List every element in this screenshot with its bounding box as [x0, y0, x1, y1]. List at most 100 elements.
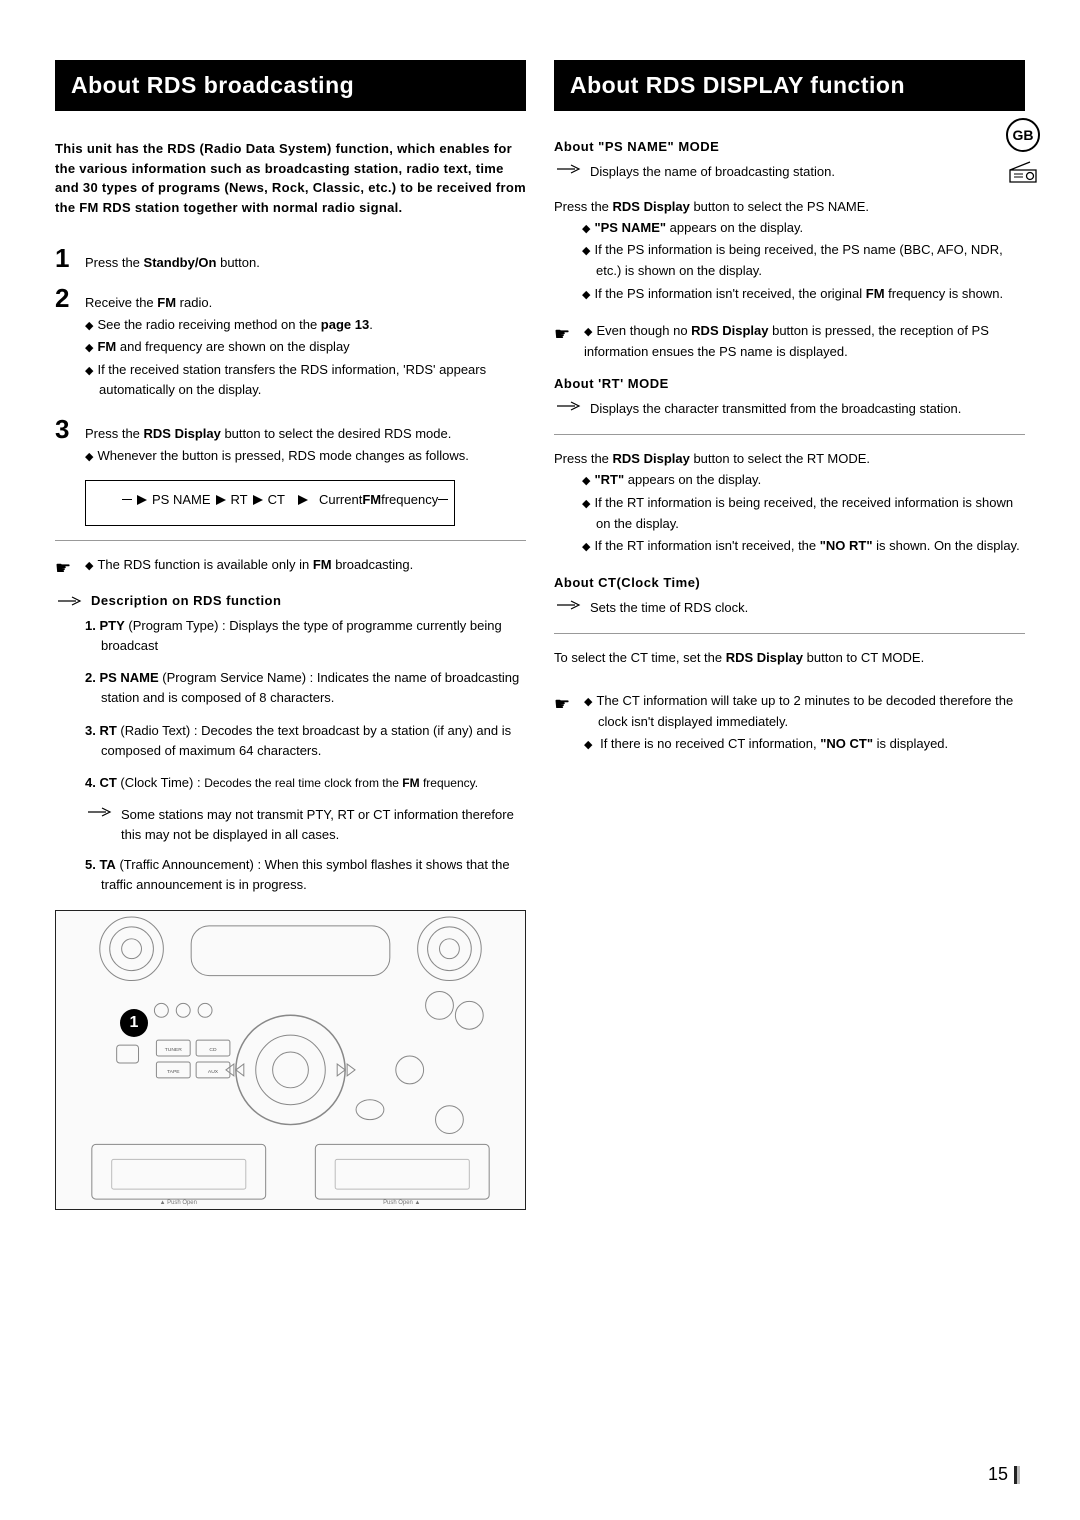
ps-press-a: Press the — [554, 199, 613, 214]
intro-paragraph: This unit has the RDS (Radio Data System… — [55, 139, 526, 217]
right-column: About RDS DISPLAY function About "PS NAM… — [554, 60, 1025, 1210]
separator — [554, 434, 1025, 435]
pen-icon — [85, 805, 113, 845]
pointing-hand-icon: ☛ — [55, 555, 77, 583]
left-header: About RDS broadcasting — [55, 60, 526, 111]
step-number-2: 2 — [55, 283, 85, 314]
ct-press-a: To select the CT time, set the — [554, 650, 726, 665]
ps-b3b: frequency is shown. — [885, 286, 1004, 301]
right-header: About RDS DISPLAY function — [554, 60, 1025, 111]
step-1: 1 Press the Standby/On button. — [55, 243, 526, 275]
rt-b3c: is shown. On the display. — [873, 538, 1020, 553]
ps-note-a: Even though no — [596, 323, 691, 338]
ct-n2c: is displayed. — [873, 736, 948, 751]
flow-diagram: PS NAME RT CT Current FM frequency — [85, 480, 455, 526]
note-fm-post: broadcasting. — [332, 557, 414, 572]
flow-b: RT — [231, 492, 248, 507]
ps-b3a: If the PS information isn't received, th… — [594, 286, 865, 301]
d5-body: (Traffic Announcement) : When this symbo… — [101, 857, 510, 892]
pointing-hand-icon: ☛ — [554, 321, 576, 363]
step2-b1a: See the radio receiving method on the — [97, 317, 320, 332]
d3-lead: 3. RT — [85, 723, 117, 738]
d4-lead: 4. CT — [85, 775, 117, 790]
rt-b2: If the RT information is being received,… — [594, 495, 1013, 531]
d4-a: (Clock Time) : — [117, 775, 204, 790]
note-fm-pre: The RDS function is available only in — [97, 557, 312, 572]
ps-press-c: button to select the PS NAME. — [690, 199, 869, 214]
step-3: 3 Press the RDS Display button to select… — [55, 414, 526, 468]
d3-body: (Radio Text) : Decodes the text broadcas… — [101, 723, 511, 758]
arrow-icon — [216, 495, 226, 505]
rt-press-a: Press the — [554, 451, 613, 466]
step3-bold: RDS Display — [144, 426, 221, 441]
arrow-icon — [298, 495, 308, 505]
ct-press-c: button to CT MODE. — [803, 650, 924, 665]
separator — [554, 633, 1025, 634]
rt-b1a: "RT" — [594, 472, 624, 487]
page-number: 15 — [988, 1464, 1020, 1485]
d1-body: (Program Type) : Displays the type of pr… — [101, 618, 502, 653]
svg-text:TUNER: TUNER — [165, 1047, 182, 1053]
flow-d-post: frequency — [381, 492, 438, 507]
rt-b1b: appears on the display. — [624, 472, 761, 487]
ps-b1a: "PS NAME" — [594, 220, 666, 235]
svg-text:Push Open ▲: Push Open ▲ — [383, 1200, 420, 1206]
d1-lead: 1. PTY — [85, 618, 125, 633]
svg-text:AUX: AUX — [208, 1068, 219, 1074]
d4-note: Some stations may not transmit PTY, RT o… — [121, 805, 526, 845]
ct-n2a: If there is no received CT information, — [596, 736, 820, 751]
arrow-icon — [137, 495, 147, 505]
svg-text:CD: CD — [209, 1047, 217, 1053]
separator — [55, 540, 526, 541]
region-badge: GB — [1006, 118, 1040, 152]
ps-note-b: RDS Display — [691, 323, 768, 338]
pen-icon — [55, 594, 83, 608]
d4-b: Decodes the real time clock from the — [204, 776, 402, 790]
step1-pre: Press the — [85, 255, 144, 270]
step2-bold: FM — [157, 295, 176, 310]
step2-post: radio. — [176, 295, 212, 310]
left-column: About RDS broadcasting This unit has the… — [55, 60, 526, 1210]
ps-press-b: RDS Display — [613, 199, 690, 214]
note-fm-bold: FM — [313, 557, 332, 572]
ct-n1: The CT information will take up to 2 min… — [596, 693, 1013, 729]
ps-desc: Displays the name of broadcasting statio… — [590, 162, 835, 183]
d2-body: (Program Service Name) : Indicates the n… — [101, 670, 519, 705]
rt-press-c: button to select the RT MODE. — [690, 451, 870, 466]
svg-text:TAPE: TAPE — [167, 1068, 180, 1074]
radio-icon — [1006, 160, 1040, 191]
ps-name-heading: About "PS NAME" MODE — [554, 139, 1025, 154]
step2-b3: If the received station transfers the RD… — [97, 362, 486, 397]
rt-desc: Displays the character transmitted from … — [590, 399, 961, 420]
d5-lead: 5. TA — [85, 857, 116, 872]
step2-b1b: page 13 — [321, 317, 369, 332]
pen-icon — [554, 162, 582, 183]
flow-a: PS NAME — [152, 492, 211, 507]
ct-n2b: "NO CT" — [820, 736, 873, 751]
flow-d-fm: FM — [362, 492, 381, 507]
step3-pre: Press the — [85, 426, 144, 441]
rt-heading: About 'RT' MODE — [554, 376, 1025, 391]
svg-text:▲ Push Open: ▲ Push Open — [160, 1200, 197, 1206]
rt-b3b: "NO RT" — [820, 538, 873, 553]
d4-c: frequency. — [420, 776, 478, 790]
ps-b2: If the PS information is being received,… — [594, 242, 1002, 278]
flow-c: CT — [268, 492, 285, 507]
desc-list: 1. PTY (Program Type) : Displays the typ… — [85, 616, 526, 896]
rt-press-b: RDS Display — [613, 451, 690, 466]
step3-post: button to select the desired RDS mode. — [221, 426, 452, 441]
ct-press-b: RDS Display — [726, 650, 803, 665]
step2-pre: Receive the — [85, 295, 157, 310]
ct-heading: About CT(Clock Time) — [554, 575, 1025, 590]
d2-lead: 2. PS NAME — [85, 670, 159, 685]
step-number-1: 1 — [55, 243, 85, 274]
step2-b2a: FM — [97, 339, 116, 354]
callout-1: 1 — [120, 1009, 148, 1037]
device-illustration: 1 — [55, 910, 526, 1210]
note-fm: ☛ ◆The RDS function is available only in… — [55, 555, 526, 583]
desc-heading: Description on RDS function — [55, 593, 526, 608]
flow-d-pre: Current — [319, 492, 362, 507]
step2-b2b: and frequency are shown on the display — [116, 339, 349, 354]
step2-b1c: . — [369, 317, 373, 332]
d4-fm: FM — [402, 776, 419, 790]
